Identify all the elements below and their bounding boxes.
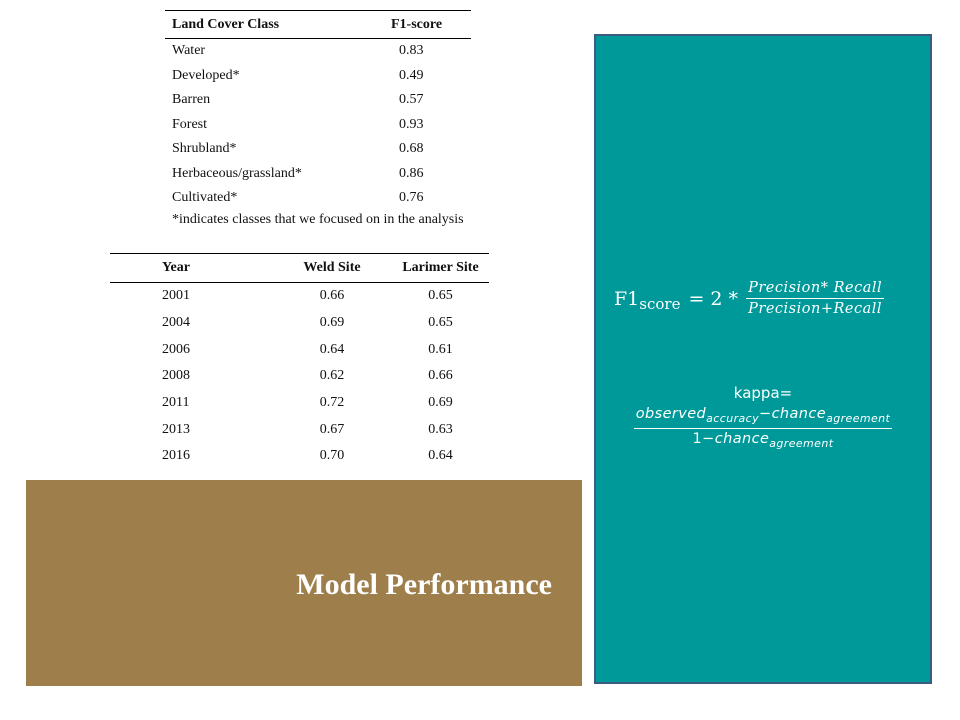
f1-class-cell: Shrubland*	[172, 141, 237, 157]
f1-formula-equals: = 2 *	[688, 287, 739, 310]
kappa-weld-cell: 0.72	[319, 395, 345, 411]
kappa-weld-cell: 0.69	[319, 315, 345, 331]
kappa-larimer-cell: 0.66	[428, 368, 453, 384]
kappa-larimer-cell: 0.63	[428, 421, 453, 437]
kappa-den-chance-sub: agreement	[769, 437, 834, 450]
table-row: Forest 0.93	[165, 113, 471, 138]
kappa-table-header-row: Year Weld Site Larimer Site	[110, 253, 489, 283]
kappa-year-cell: 2001	[162, 288, 190, 304]
kappa-formula-numerator: observedaccuracy−chanceagreement	[633, 406, 893, 429]
f1-formula-denominator: Precision+Recall	[748, 301, 883, 317]
kappa-table: Year Weld Site Larimer Site 2001 0.66 0.65…	[110, 253, 489, 469]
kappa-year-cell: 2013	[162, 421, 190, 437]
formula-panel: F1 score = 2 * Precision* Recall Precisio…	[594, 34, 932, 684]
table-row: 2001 0.66 0.65	[110, 283, 489, 310]
kappa-num-observed: observed	[635, 406, 707, 422]
kappa-weld-cell: 0.70	[319, 448, 345, 464]
table-row: Developed* 0.49	[165, 64, 471, 89]
kappa-year-cell: 2011	[162, 395, 190, 411]
table-row: 2011 0.72 0.69	[110, 390, 489, 417]
f1-class-cell: Water	[172, 43, 206, 59]
kappa-formula: kappa= observedaccuracy−chanceagreement …	[596, 384, 930, 450]
kappa-weld-cell: 0.62	[319, 368, 345, 384]
f1-class-cell: Cultivated*	[172, 190, 238, 206]
table-row: 2004 0.69 0.65	[110, 310, 489, 337]
kappa-year-cell: 2006	[162, 341, 190, 357]
f1-header-score: F1-score	[337, 10, 471, 39]
title-block: Model Performance	[26, 480, 582, 686]
f1-score-cell: 0.57	[399, 92, 424, 108]
kappa-header-weld: Weld Site	[272, 253, 392, 283]
table-row: 2008 0.62 0.66	[110, 363, 489, 390]
kappa-header-larimer: Larimer Site	[392, 253, 489, 283]
f1-score-cell: 0.49	[399, 67, 424, 83]
kappa-num-chance-sub: agreement	[826, 412, 891, 425]
kappa-year-cell: 2008	[162, 368, 190, 384]
kappa-num-operator: −	[759, 406, 772, 422]
table-row: 2016 0.70 0.64	[110, 443, 489, 469]
f1-formula-lhs-sub: score	[639, 294, 681, 313]
f1-score-cell: 0.93	[399, 116, 424, 132]
kappa-formula-denominator: 1−chanceagreement	[691, 429, 836, 450]
kappa-larimer-cell: 0.65	[428, 288, 453, 304]
f1-class-cell: Barren	[172, 92, 211, 108]
f1-class-cell: Forest	[172, 116, 207, 132]
f1-score-cell: 0.83	[399, 43, 424, 59]
kappa-larimer-cell: 0.61	[428, 341, 453, 357]
f1-score-cell: 0.68	[399, 141, 424, 157]
f1-formula: F1 score = 2 * Precision* Recall Precisio…	[614, 280, 885, 317]
kappa-den-chance: chance	[714, 431, 770, 447]
kappa-formula-fraction: observedaccuracy−chanceagreement 1−chanc…	[633, 406, 893, 450]
kappa-formula-label: kappa=	[733, 384, 793, 402]
f1-table-footnote: *indicates classes that we focused on in…	[172, 212, 464, 227]
f1-score-table: Land Cover Class F1-score Water 0.83 Deve…	[165, 10, 471, 211]
f1-formula-lhs: F1	[614, 287, 640, 310]
f1-table-header-row: Land Cover Class F1-score	[165, 10, 471, 39]
slide-title: Model Performance	[296, 568, 552, 601]
table-row: Barren 0.57	[165, 88, 471, 113]
kappa-larimer-cell: 0.65	[428, 315, 453, 331]
kappa-num-observed-sub: accuracy	[706, 412, 759, 425]
kappa-year-cell: 2004	[162, 315, 190, 331]
table-row: Shrubland* 0.68	[165, 137, 471, 162]
table-row: Herbaceous/grassland* 0.86	[165, 162, 471, 187]
f1-class-cell: Herbaceous/grassland*	[172, 165, 302, 181]
f1-score-cell: 0.76	[399, 190, 424, 206]
kappa-year-cell: 2016	[162, 448, 190, 464]
f1-formula-numerator: Precision* Recall	[746, 280, 885, 299]
table-row: Water 0.83	[165, 39, 471, 64]
f1-class-cell: Developed*	[172, 67, 240, 83]
kappa-den-one-minus: 1−	[692, 431, 715, 447]
kappa-header-year: Year	[110, 253, 272, 283]
table-row: 2013 0.67 0.63	[110, 416, 489, 443]
kappa-larimer-cell: 0.64	[428, 448, 453, 464]
kappa-num-chance: chance	[771, 406, 827, 422]
table-row: Cultivated* 0.76	[165, 186, 471, 211]
table-row: 2006 0.64 0.61	[110, 336, 489, 363]
kappa-weld-cell: 0.64	[319, 341, 345, 357]
kappa-weld-cell: 0.66	[319, 288, 345, 304]
f1-formula-fraction: Precision* Recall Precision+Recall	[746, 280, 885, 317]
kappa-weld-cell: 0.67	[319, 421, 345, 437]
f1-score-cell: 0.86	[399, 165, 424, 181]
kappa-larimer-cell: 0.69	[428, 395, 453, 411]
f1-header-class: Land Cover Class	[165, 10, 337, 39]
